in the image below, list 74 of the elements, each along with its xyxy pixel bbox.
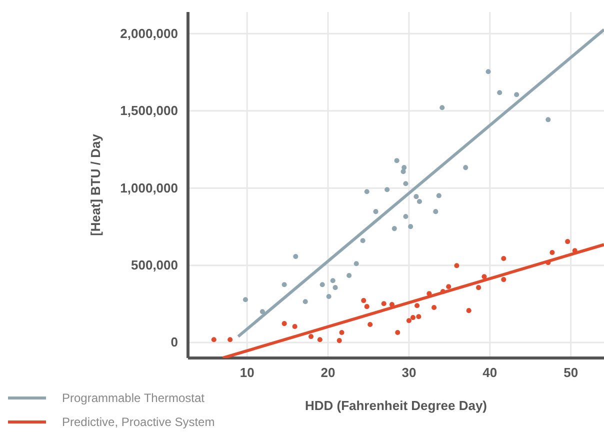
point: [546, 117, 551, 122]
point: [486, 69, 491, 74]
point: [330, 278, 336, 284]
y-tick-label: 500,000: [131, 257, 178, 272]
point: [242, 297, 248, 302]
point: [406, 318, 412, 324]
point: [368, 322, 373, 327]
point: [308, 334, 314, 340]
legend-label: Predictive, Proactive System: [62, 415, 215, 429]
point: [403, 214, 408, 220]
point: [326, 294, 332, 300]
point: [463, 165, 468, 170]
point: [373, 209, 378, 214]
point: [394, 158, 400, 164]
point: [416, 314, 422, 320]
point: [436, 193, 442, 198]
point: [440, 105, 445, 110]
point: [414, 303, 420, 308]
point: [260, 309, 265, 314]
point: [410, 315, 416, 320]
point: [282, 282, 287, 288]
point: [466, 308, 472, 314]
point: [432, 304, 437, 310]
y-tick-label: 1,500,000: [120, 103, 178, 118]
point: [361, 298, 366, 304]
point: [302, 299, 308, 304]
point: [416, 199, 422, 204]
point: [497, 90, 502, 96]
point: [454, 263, 460, 268]
point: [446, 284, 452, 290]
point: [403, 181, 408, 186]
point: [282, 321, 287, 326]
point: [395, 330, 400, 336]
x-tick-label: 20: [320, 365, 336, 380]
point: [433, 209, 438, 214]
point: [482, 274, 487, 280]
point: [360, 238, 366, 244]
x-tick-label: 50: [564, 365, 578, 380]
x-tick-label: 40: [482, 365, 498, 380]
x-tick-label: 10: [240, 365, 254, 380]
y-tick-label: 2,000,000: [120, 26, 178, 41]
point: [546, 260, 551, 266]
legend-label: Programmable Thermostat: [62, 391, 206, 405]
point: [565, 239, 570, 244]
point: [336, 338, 342, 344]
point: [440, 289, 446, 294]
x-axis-title: HDD (Fahrenheit Degree Day): [304, 398, 488, 413]
point: [317, 337, 322, 342]
point: [364, 189, 370, 194]
point: [408, 224, 414, 230]
point: [550, 250, 555, 256]
point: [293, 254, 298, 260]
point: [211, 337, 216, 342]
point: [346, 273, 352, 278]
point: [402, 165, 407, 170]
point: [381, 301, 386, 306]
point: [501, 256, 506, 262]
point: [292, 324, 298, 330]
point: [384, 187, 390, 192]
point: [476, 285, 482, 290]
point: [364, 304, 370, 310]
point: [501, 277, 506, 282]
point: [339, 330, 344, 336]
point: [514, 92, 520, 98]
y-tick-label: 0: [170, 334, 178, 350]
point: [414, 194, 419, 200]
point: [392, 226, 397, 232]
point: [332, 285, 338, 290]
y-tick-label: 1,000,000: [120, 180, 178, 196]
point: [320, 282, 325, 288]
x-tick-label: 30: [402, 365, 416, 380]
y-axis-title: [Heat] BTU / Day: [88, 133, 103, 236]
point: [228, 337, 233, 342]
point: [354, 261, 359, 266]
